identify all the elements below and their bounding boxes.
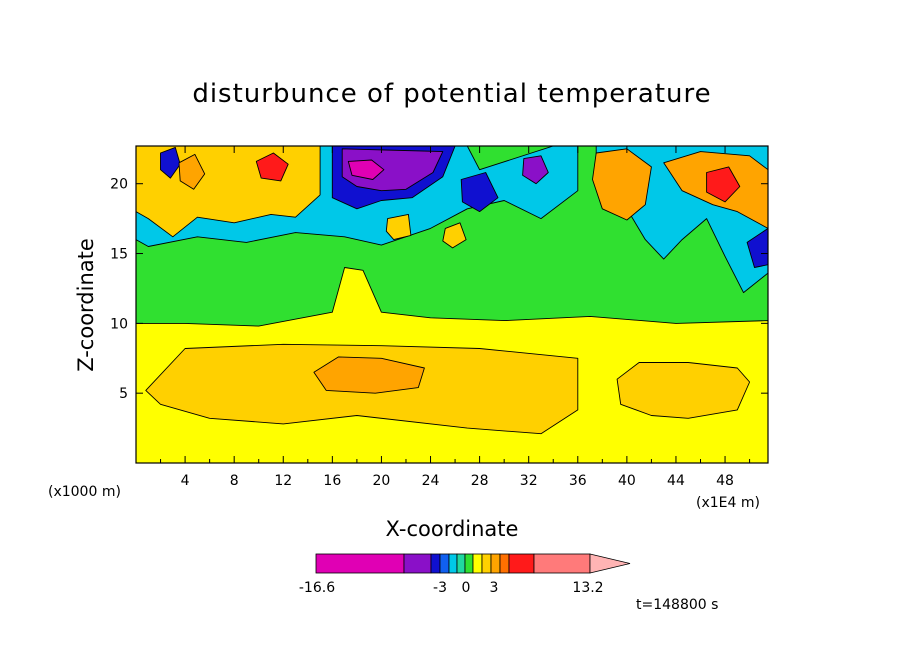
contour-region-12 (706, 166, 741, 203)
colorbar-label-neg3: -3 (433, 580, 447, 596)
contour-region-17 (522, 155, 549, 185)
colorbar-swatch-4 (448, 553, 458, 574)
colorbar-swatch-12 (533, 553, 591, 574)
colorbar-swatch-11 (508, 553, 535, 574)
chart-title: disturbunce of potential temperature (192, 79, 711, 109)
contour-region-19 (385, 213, 412, 241)
contour-regions (136, 146, 768, 463)
colorbar-swatch-2 (430, 553, 441, 574)
colorbar (315, 553, 631, 574)
colorbar-swatch-1 (403, 553, 432, 574)
colorbar-max-label: 13.2 (572, 580, 603, 596)
x-tick-label-48: 48 (716, 473, 734, 489)
contour-region-20 (442, 222, 467, 249)
colorbar-max-arrow (589, 553, 631, 574)
colorbar-swatch-10 (499, 553, 510, 574)
x-tick-label-32: 32 (520, 473, 538, 489)
x-tick-label-24: 24 (422, 473, 440, 489)
colorbar-label-0: 0 (462, 580, 471, 596)
y-axis-title: Z-coordinate (74, 238, 98, 372)
y-tick-label-20: 20 (110, 177, 128, 193)
x-tick-label-12: 12 (274, 473, 292, 489)
x-tick-label-20: 20 (373, 473, 391, 489)
contour-region-9 (347, 159, 385, 180)
colorbar-swatch-8 (481, 553, 492, 574)
x-tick-label-28: 28 (471, 473, 489, 489)
x-axis: 4 8 12 16 20 24 28 32 36 40 44 48 (160, 146, 751, 489)
x-tick-label-4: 4 (181, 473, 190, 489)
x-unit-right: (x1E4 m) (696, 495, 760, 511)
time-label: t=148800 s (636, 597, 718, 613)
x-tick-label-44: 44 (667, 473, 685, 489)
colorbar-min-label: -16.6 (299, 580, 335, 596)
contour-region-13 (255, 152, 289, 182)
contour-region-2 (616, 362, 751, 419)
colorbar-swatch-9 (490, 553, 501, 574)
contour-region-18 (746, 227, 768, 268)
x-tick-label-8: 8 (230, 473, 239, 489)
contour-region-8 (341, 148, 444, 192)
x-unit-left: (x1000 m) (48, 484, 121, 500)
y-tick-label-15: 15 (110, 247, 128, 263)
colorbar-swatch-5 (456, 553, 466, 574)
contour-region-15 (178, 153, 206, 190)
colorbar-label-3: 3 (490, 580, 499, 596)
y-tick-label-10: 10 (110, 316, 128, 332)
x-tick-label-36: 36 (569, 473, 587, 489)
y-axis: 5 10 15 20 (110, 177, 768, 402)
colorbar-swatch-3 (439, 553, 450, 574)
plot-frame (135, 145, 769, 464)
plot-area (135, 145, 769, 464)
y-tick-label-5: 5 (119, 386, 128, 402)
contour-region-14 (160, 146, 181, 179)
x-tick-label-16: 16 (323, 473, 341, 489)
contour-region-3 (313, 356, 425, 394)
x-axis-title: X-coordinate (386, 517, 519, 541)
x-tick-label-40: 40 (618, 473, 636, 489)
colorbar-swatch-7 (472, 553, 483, 574)
colorbar-swatch-6 (464, 553, 474, 574)
contour-region-16 (460, 172, 499, 213)
contour-region-10 (592, 148, 652, 221)
colorbar-swatch-0 (315, 553, 405, 574)
